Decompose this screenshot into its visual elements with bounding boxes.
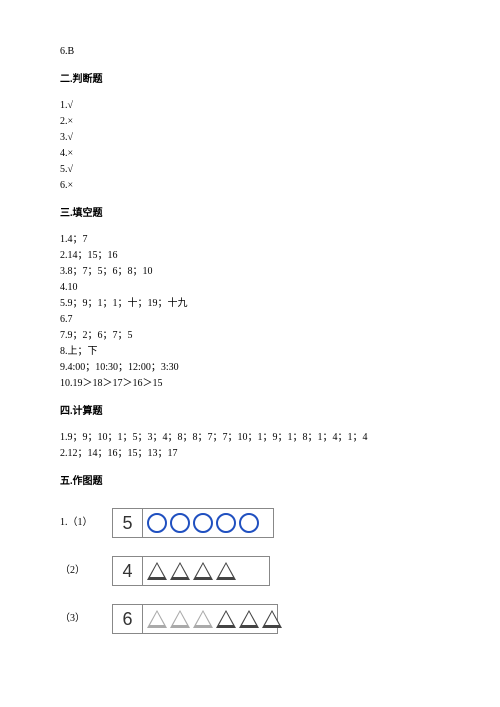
answer-line: 10.19＞18＞17＞16＞15 — [60, 376, 440, 392]
answer-line: 5.√ — [60, 162, 440, 178]
circle-icon — [147, 513, 167, 533]
drawing-box: 4 — [112, 556, 270, 586]
drawing-number: 4 — [113, 557, 143, 585]
answer-line: 6.× — [60, 178, 440, 194]
drawing-row: 1.（1） 5 — [60, 508, 440, 538]
circle-icon — [239, 513, 259, 533]
drawing-shapes — [143, 605, 277, 633]
section-2-list: 1.√2.×3.√4.×5.√6.× — [60, 98, 440, 194]
drawing-prefix: 1.（1） — [60, 515, 102, 531]
section-3-title: 三.填空题 — [60, 206, 440, 222]
drawing-box: 6 — [112, 604, 278, 634]
triangle-icon — [193, 610, 213, 628]
answer-line: 5.9；9；1；1；十；19；十九 — [60, 296, 440, 312]
top-answer: 6.B — [60, 44, 440, 60]
answer-line: 4.× — [60, 146, 440, 162]
triangle-icon — [170, 562, 190, 580]
answer-line: 3.√ — [60, 130, 440, 146]
section-4-title: 四.计算题 — [60, 404, 440, 420]
drawing-row: （2） 4 — [60, 556, 440, 586]
triangle-icon — [216, 610, 236, 628]
answer-line: 3.8；7；5；6；8；10 — [60, 264, 440, 280]
answer-line: 1.√ — [60, 98, 440, 114]
triangle-icon — [147, 610, 167, 628]
drawing-shapes — [143, 557, 269, 585]
section-4-list: 1.9；9；10；1；5；3；4；8；8；7；7；10；1；9；1；8；1；4；… — [60, 430, 440, 462]
triangle-icon — [193, 562, 213, 580]
answer-line: 2.12；14；16；15；13；17 — [60, 446, 440, 462]
answer-line: 9.4:00；10:30；12:00；3:30 — [60, 360, 440, 376]
triangle-icon — [216, 562, 236, 580]
drawing-row: （3） 6 — [60, 604, 440, 634]
section-3-list: 1.4；72.14；15；163.8；7；5；6；8；104.105.9；9；1… — [60, 232, 440, 392]
answer-line: 2.× — [60, 114, 440, 130]
triangle-icon — [147, 562, 167, 580]
answer-line: 1.9；9；10；1；5；3；4；8；8；7；7；10；1；9；1；8；1；4；… — [60, 430, 440, 446]
section-5-title: 五.作图题 — [60, 474, 440, 490]
drawing-shapes — [143, 509, 273, 537]
answer-line: 6.7 — [60, 312, 440, 328]
drawing-box: 5 — [112, 508, 274, 538]
section-5-list: 1.（1） 5 （2） 4 （3） 6 — [60, 508, 440, 634]
drawing-prefix: （2） — [60, 563, 102, 579]
triangle-icon — [170, 610, 190, 628]
answer-line: 8.上；下 — [60, 344, 440, 360]
drawing-number: 6 — [113, 605, 143, 633]
triangle-icon — [239, 610, 259, 628]
circle-icon — [170, 513, 190, 533]
answer-line: 2.14；15；16 — [60, 248, 440, 264]
triangle-icon — [262, 610, 282, 628]
answer-line: 7.9；2；6；7；5 — [60, 328, 440, 344]
drawing-number: 5 — [113, 509, 143, 537]
answer-line: 4.10 — [60, 280, 440, 296]
drawing-prefix: （3） — [60, 611, 102, 627]
section-2-title: 二.判断题 — [60, 72, 440, 88]
answer-line: 1.4；7 — [60, 232, 440, 248]
circle-icon — [216, 513, 236, 533]
circle-icon — [193, 513, 213, 533]
